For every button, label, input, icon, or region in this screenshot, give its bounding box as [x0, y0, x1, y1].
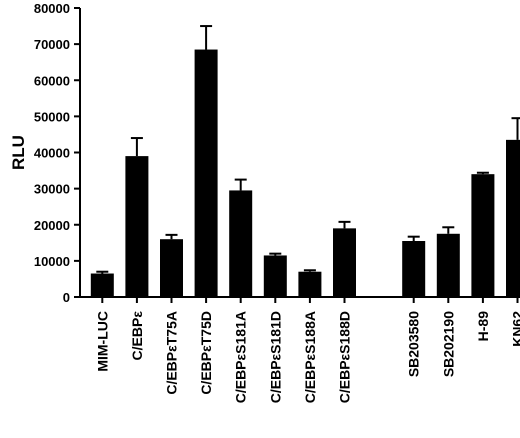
x-tick-label: KN62 [510, 311, 520, 347]
y-tick-label: 50000 [34, 109, 70, 124]
x-tick-label: C/EBPεS188A [302, 311, 318, 403]
bar [90, 273, 114, 297]
y-tick-label: 20000 [34, 218, 70, 233]
y-tick-label: 30000 [34, 182, 70, 197]
bar [194, 49, 218, 298]
x-tick-label: MIM-LUC [94, 311, 110, 372]
x-tick-label: C/EBPεT75A [164, 311, 180, 395]
y-tick-label: 0 [63, 290, 70, 305]
bar [402, 241, 426, 297]
x-tick-label: H-89 [475, 311, 491, 342]
bar [471, 174, 495, 297]
x-axis: MIM-LUC C/EBPε C/EBPεT75A C/EBPεT75D C/EBPεS… [80, 296, 520, 403]
y-tick-label: 10000 [34, 254, 70, 269]
y-axis-title: RLU [9, 135, 28, 170]
bar [333, 228, 356, 297]
y-tick-label: 60000 [34, 73, 70, 88]
x-tick-label: C/EBPεT75D [198, 311, 214, 395]
bar [506, 139, 520, 297]
bar [263, 255, 287, 297]
x-tick-label: C/EBPεS188D [337, 311, 353, 403]
x-tick-label: C/EBPεS181A [233, 311, 249, 403]
y-tick-label: 70000 [34, 37, 70, 52]
y-tick-label: 80000 [34, 1, 70, 16]
bar [229, 190, 253, 297]
y-axis: 0 10000 20000 30000 40000 50000 60000 70000 8000… [34, 1, 81, 305]
x-tick-label: SB202190 [440, 311, 456, 377]
bars-group [90, 25, 520, 298]
y-tick-label: 40000 [34, 146, 70, 161]
bar [298, 271, 322, 297]
bar [125, 156, 149, 297]
x-tick-label: SB203580 [406, 311, 422, 377]
bar [436, 233, 460, 297]
x-tick-label: C/EBPε [129, 311, 145, 361]
x-tick-label: C/EBPεS181D [267, 311, 283, 403]
bar [160, 239, 183, 297]
